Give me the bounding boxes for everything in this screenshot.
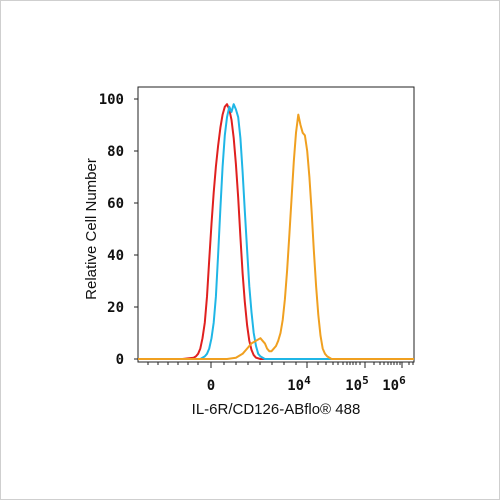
series-line-3 xyxy=(138,113,414,360)
x-tick-label: 105 xyxy=(345,374,368,394)
y-tick-label: 0 xyxy=(116,352,124,368)
y-tick-label: 60 xyxy=(107,196,124,212)
series-layer xyxy=(138,103,414,360)
y-tick-label: 100 xyxy=(99,92,124,108)
x-tick-label: 104 xyxy=(287,374,311,394)
y-axis: 0 20 40 60 80 100 xyxy=(99,92,138,368)
x-axis-title: IL-6R/CD126-ABflo® 488 xyxy=(192,401,361,418)
y-tick-label: 80 xyxy=(107,144,124,160)
series-line-1 xyxy=(138,103,414,360)
series-line-2 xyxy=(138,103,414,360)
x-tick-label: 0 xyxy=(207,378,215,394)
plot-area xyxy=(137,86,415,363)
x-axis: 0 104 105 106 xyxy=(147,362,414,394)
y-tick-label: 40 xyxy=(107,248,124,264)
y-tick-label: 20 xyxy=(107,300,124,316)
x-tick-label: 106 xyxy=(382,374,406,394)
y-axis-title: Relative Cell Number xyxy=(83,158,100,300)
